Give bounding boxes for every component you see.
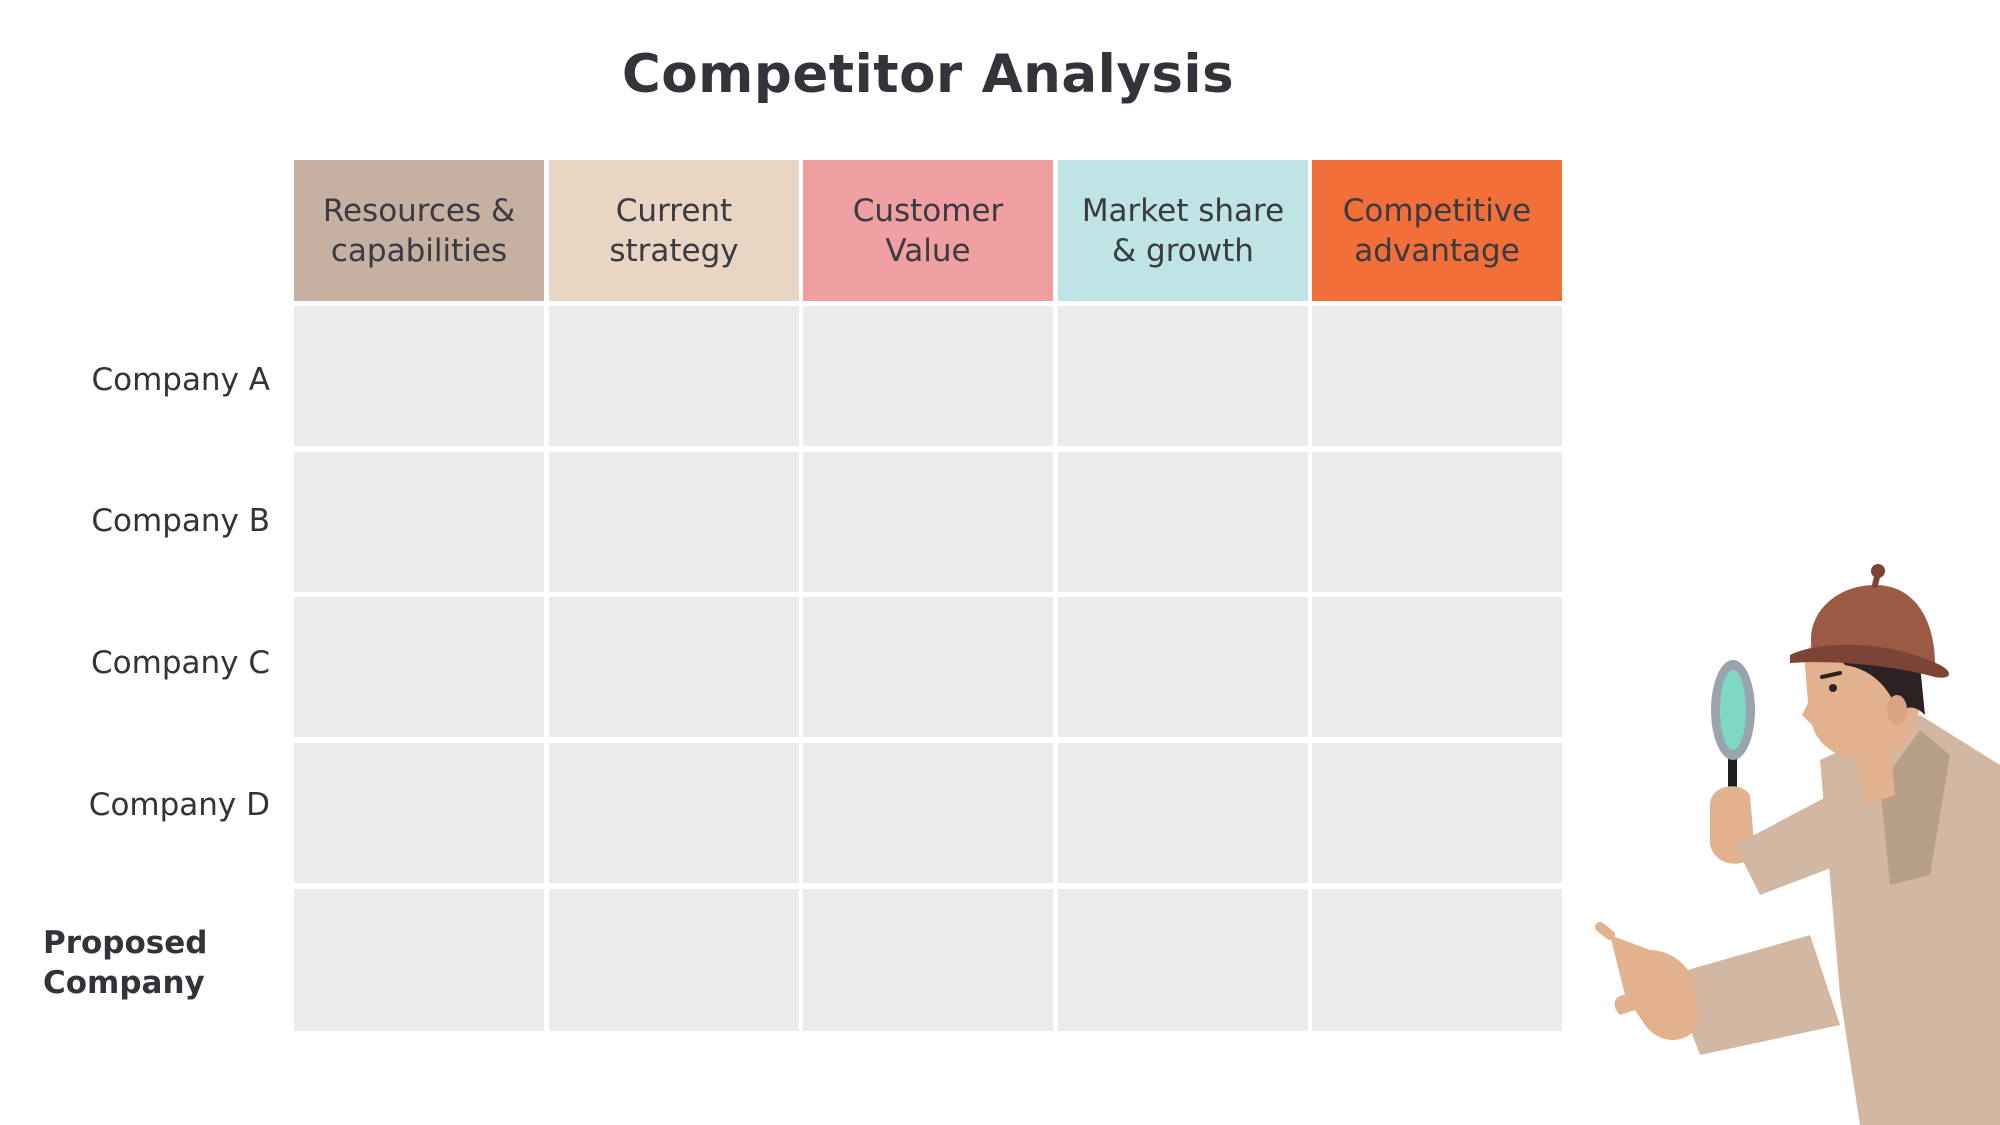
row-label-company-b: Company B: [91, 502, 270, 539]
detective-illustration: [1595, 564, 2000, 1125]
header-customer-value: Customer Value: [803, 160, 1053, 301]
row-label-company-a: Company A: [91, 361, 270, 398]
analysis-grid: Resources & capabilities Current strateg…: [294, 160, 1562, 1031]
row-label-proposed-company: Proposed Company: [43, 924, 208, 1001]
grid-cell: [549, 743, 799, 883]
grid-cell: [1312, 597, 1562, 737]
grid-cell: [549, 889, 799, 1031]
header-competitive-advantage: Competitive advantage: [1312, 160, 1562, 301]
grid-cell: [1312, 306, 1562, 446]
grid-cell: [549, 306, 799, 446]
grid-cell: [1058, 743, 1308, 883]
header-resources-capabilities: Resources & capabilities: [294, 160, 544, 301]
page-title: Competitor Analysis: [621, 44, 1235, 105]
grid-cell: [1058, 597, 1308, 737]
grid-cell: [294, 452, 544, 592]
row-label-company-d: Company D: [88, 786, 270, 823]
row-label-company-c: Company C: [91, 644, 270, 681]
grid-cell: [294, 743, 544, 883]
grid-cell: [294, 889, 544, 1031]
grid-cell: [1058, 452, 1308, 592]
grid-cell: [803, 743, 1053, 883]
grid-cell: [1058, 889, 1308, 1031]
grid-cell: [803, 889, 1053, 1031]
header-current-strategy: Current strategy: [549, 160, 799, 301]
header-market-share-growth: Market share & growth: [1058, 160, 1308, 301]
grid-cell: [549, 452, 799, 592]
grid-cell: [1312, 889, 1562, 1031]
grid-cell: [1058, 306, 1308, 446]
grid-cell: [803, 452, 1053, 592]
grid-cell: [549, 597, 799, 737]
grid-cell: [294, 597, 544, 737]
grid-cell: [803, 597, 1053, 737]
grid-cell: [1312, 452, 1562, 592]
grid-cell: [294, 306, 544, 446]
grid-cell: [1312, 743, 1562, 883]
grid-cell: [803, 306, 1053, 446]
